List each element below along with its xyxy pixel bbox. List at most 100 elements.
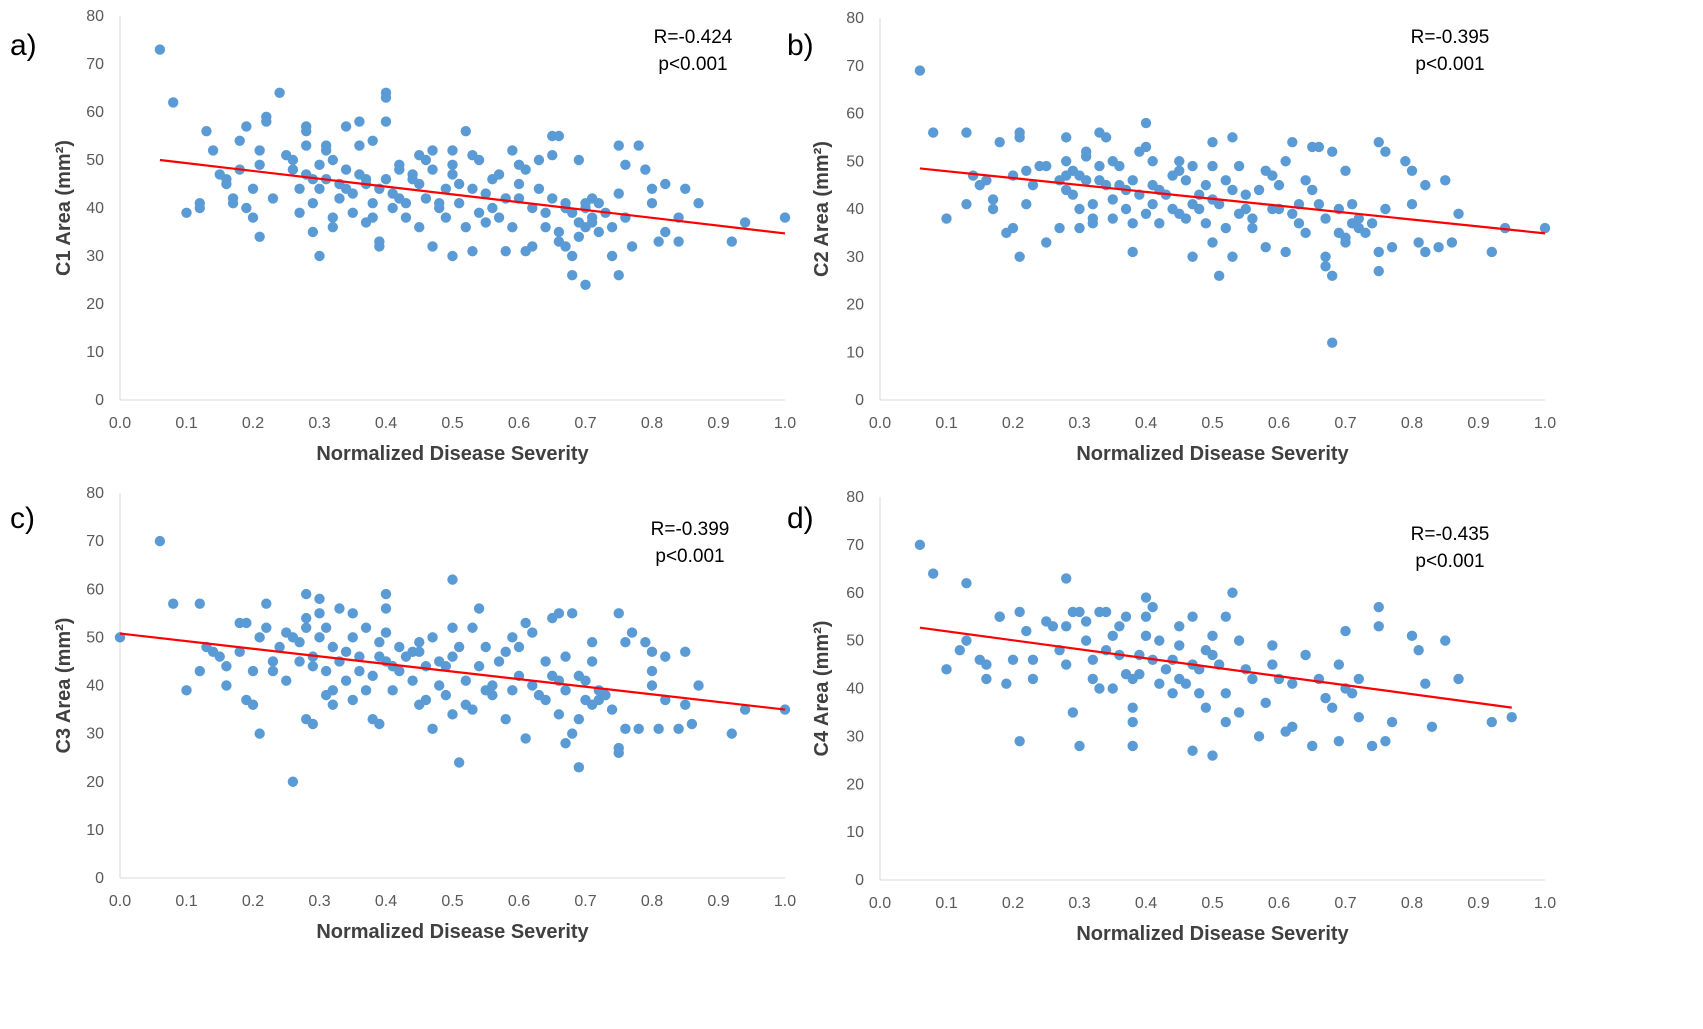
data-point: [400, 212, 412, 223]
data-point: [540, 656, 551, 667]
data-point: [613, 270, 624, 281]
data-point: [453, 198, 465, 209]
data-point: [261, 598, 272, 609]
data-point: [1074, 740, 1085, 752]
data-point: [1307, 184, 1318, 196]
data-point: [1233, 160, 1245, 172]
data-point: [168, 97, 179, 108]
data-point: [480, 641, 491, 653]
data-point: [327, 641, 338, 653]
data-point: [1014, 251, 1025, 262]
data-point: [520, 617, 531, 629]
data-point: [1233, 635, 1245, 646]
data-point: [1333, 735, 1345, 747]
data-point: [1220, 611, 1232, 622]
data-point: [1247, 222, 1258, 234]
data-point: [267, 656, 279, 667]
data-point: [1154, 678, 1165, 689]
data-point: [314, 183, 325, 194]
data-point: [460, 222, 471, 233]
data-point: [473, 154, 485, 166]
x-axis-title: Normalized Disease Severity: [316, 921, 589, 943]
x-axis-title: Normalized Disease Severity: [316, 443, 589, 465]
data-point: [1340, 165, 1351, 176]
data-point: [1320, 213, 1331, 224]
data-point: [1233, 707, 1245, 718]
data-point: [1327, 270, 1338, 282]
data-point: [987, 194, 999, 205]
data-point: [274, 641, 285, 653]
data-point: [453, 757, 465, 768]
data-point: [1267, 659, 1278, 670]
data-point: [347, 694, 358, 706]
data-point: [301, 622, 312, 633]
x-axis-title: Normalized Disease Severity: [1076, 443, 1349, 465]
data-point: [287, 164, 299, 175]
y-tick-label: 30: [846, 249, 864, 266]
data-point: [1253, 731, 1265, 742]
data-point: [1220, 716, 1232, 728]
y-tick-label: 70: [86, 533, 104, 550]
data-point: [1154, 218, 1165, 229]
correlation-label: R=-0.424: [654, 27, 733, 48]
data-point: [961, 577, 972, 589]
data-point: [1027, 179, 1039, 191]
x-tick-label: 0.0: [869, 895, 891, 912]
data-point: [567, 728, 578, 739]
data-point: [1127, 175, 1138, 186]
data-point: [606, 222, 618, 233]
correlation-label: R=-0.399: [651, 519, 730, 540]
data-point: [580, 202, 591, 214]
data-point: [914, 539, 926, 551]
data-point: [520, 733, 531, 744]
data-point: [1074, 222, 1085, 234]
data-point: [473, 661, 485, 672]
data-point: [154, 44, 166, 55]
data-point: [168, 598, 179, 609]
data-point: [1160, 664, 1172, 675]
chart-panel-1: a) 0 10 20 30 40 50 60 70 80 0.0 0.1 0.2 0.3 0.4 0.5 0.6…: [10, 8, 796, 465]
data-point: [1340, 625, 1351, 637]
data-point: [347, 632, 358, 643]
data-point: [533, 154, 545, 166]
data-point: [374, 236, 385, 247]
data-point: [267, 665, 279, 677]
data-point: [553, 709, 565, 720]
y-tick-label: 10: [846, 344, 864, 361]
data-point: [1227, 587, 1238, 598]
data-point: [593, 198, 604, 209]
data-point: [493, 169, 505, 180]
data-point: [354, 140, 365, 151]
data-point: [987, 203, 999, 215]
data-point: [660, 178, 671, 190]
data-point: [367, 135, 378, 146]
data-point: [1247, 673, 1258, 685]
data-point: [287, 154, 299, 166]
data-point: [1406, 630, 1418, 642]
y-tick-label: 70: [846, 537, 864, 554]
x-axis-title: Normalized Disease Severity: [1076, 923, 1349, 945]
data-point: [1207, 750, 1218, 761]
data-point: [1154, 635, 1165, 646]
x-tick-label: 0.5: [441, 415, 463, 432]
data-point: [314, 632, 325, 643]
data-point: [1180, 678, 1192, 689]
data-point: [327, 222, 338, 233]
data-point: [573, 154, 585, 166]
data-point: [540, 207, 551, 218]
data-point: [507, 145, 518, 156]
correlation-label: R=-0.395: [1411, 27, 1490, 48]
data-point: [374, 636, 385, 648]
data-point: [981, 659, 992, 670]
x-tick-label: 0.1: [935, 895, 957, 912]
data-point: [693, 198, 704, 209]
data-point: [726, 236, 737, 247]
x-tick-label: 0.6: [508, 415, 530, 432]
data-point: [247, 665, 259, 677]
data-point: [394, 641, 405, 653]
data-point: [646, 198, 658, 209]
x-tick-label: 0.3: [1068, 415, 1090, 432]
data-point: [354, 665, 365, 677]
x-tick-label: 0.7: [1334, 895, 1356, 912]
data-point: [440, 212, 452, 223]
